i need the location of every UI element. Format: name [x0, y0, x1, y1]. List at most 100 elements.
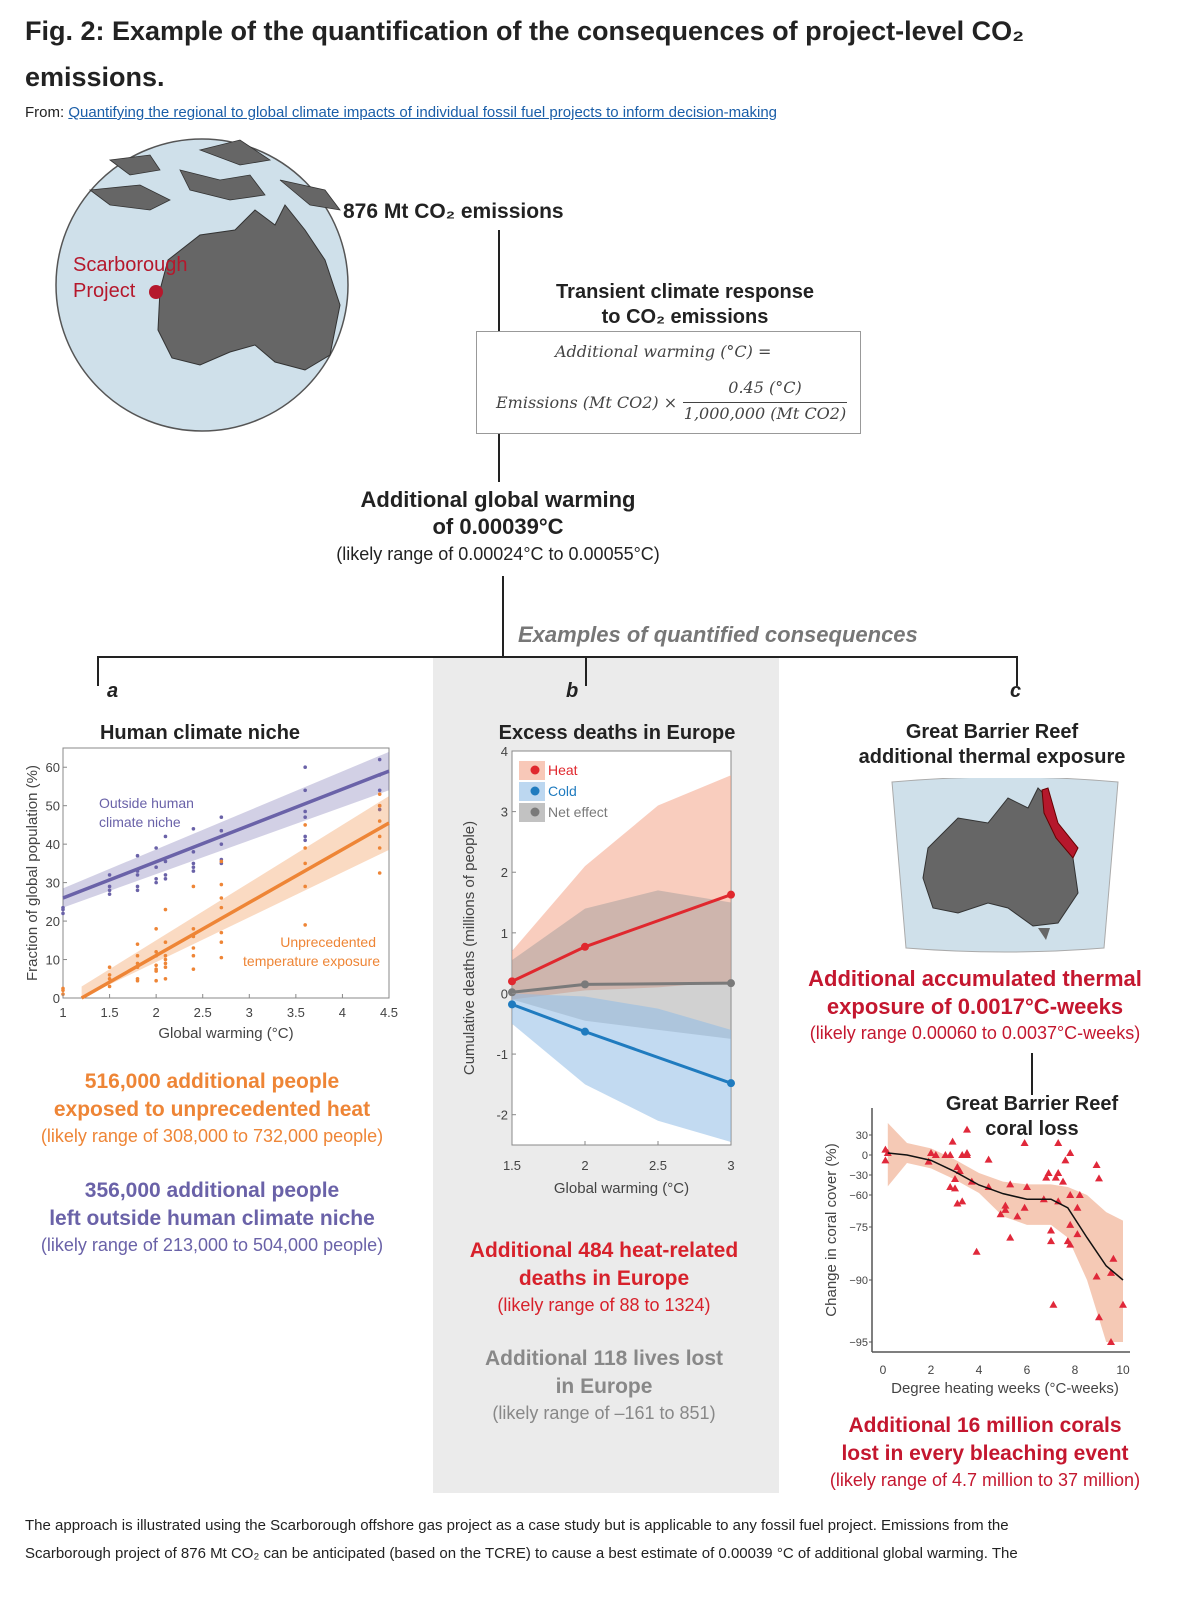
data-point: [219, 955, 224, 960]
data-point: [219, 842, 224, 846]
series-label-outside-niche: climate niche: [99, 814, 181, 830]
y-tick-label: 20: [46, 914, 60, 929]
data-point: [1073, 1230, 1082, 1238]
y-axis-label: Fraction of global population (%): [24, 765, 41, 981]
series-label-outside-niche: Outside human: [99, 795, 194, 811]
result-line: 356,000 additional people: [84, 1179, 340, 1202]
panel-c-label: c: [1010, 680, 1022, 702]
data-point: [951, 1184, 959, 1192]
data-point: [377, 807, 382, 812]
data-point: [191, 884, 196, 889]
tasmania-land: [1038, 928, 1050, 940]
data-point: [377, 773, 382, 777]
result-range: (likely range of 308,000 to 732,000 peop…: [40, 1126, 384, 1146]
data-point: [972, 1247, 981, 1255]
fit-line: [80, 821, 390, 1000]
data-point: [1107, 1268, 1115, 1276]
panel-c-title-line: Great Barrier Reef: [905, 721, 1079, 743]
globe-map: [55, 138, 349, 432]
data-point: [1095, 1313, 1103, 1321]
connector: [502, 576, 504, 657]
data-point: [219, 857, 224, 862]
y-tick-label: 40: [46, 837, 60, 852]
data-point: [303, 765, 307, 770]
branch-line: [97, 656, 1018, 658]
data-point: [1006, 1233, 1015, 1241]
x-tick-label: 2: [153, 1005, 160, 1020]
coral-title-line: coral loss: [985, 1118, 1079, 1140]
fit-line: [887, 1152, 1124, 1281]
data-point: [1023, 1183, 1031, 1190]
data-point: [219, 861, 224, 866]
x-tick-label: 0: [880, 1363, 887, 1377]
data-point: [154, 880, 158, 885]
y-tick-label: 30: [856, 1130, 868, 1142]
data-point: [163, 961, 168, 966]
data-point: [61, 907, 65, 912]
data-point: [135, 942, 140, 946]
data-point: [219, 905, 224, 910]
panel-b-result-2: Additional 118 lives lost in Europe (lik…: [485, 1345, 723, 1425]
data-point: [107, 976, 112, 981]
data-point: [1059, 1177, 1067, 1185]
data-point: [107, 965, 112, 970]
data-point: [135, 976, 140, 981]
formula-lhs: Additional warming (°C) =: [555, 342, 772, 361]
x-axis-label: Degree heating weeks (°C-weeks): [891, 1380, 1119, 1397]
data-point: [191, 850, 196, 854]
result-line: lost in every bleaching event: [841, 1442, 1129, 1465]
data-point: [135, 961, 140, 966]
data-point: [953, 1163, 962, 1170]
result-line: in Europe: [555, 1375, 653, 1398]
data-point: [1066, 1149, 1075, 1156]
confidence-band: [81, 796, 389, 998]
y-tick-label: 30: [46, 876, 60, 891]
source-article-link[interactable]: Quantifying the regional to global clima…: [68, 104, 778, 121]
data-point: [303, 923, 307, 927]
data-point: [191, 926, 196, 931]
data-point: [154, 846, 158, 850]
data-point: [135, 853, 140, 858]
tcr-title-line: to CO₂ emissions: [601, 306, 769, 328]
figure-caption: The approach is illustrated using the Sc…: [25, 1512, 1185, 1568]
data-point: [946, 1183, 955, 1190]
data-point: [377, 846, 382, 850]
data-point: [107, 973, 112, 977]
examples-title: Examples of quantified consequences: [518, 622, 918, 647]
data-point: [1073, 1203, 1082, 1211]
data-point: [1092, 1272, 1101, 1280]
data-point: [163, 957, 168, 962]
data-point: [1049, 1300, 1058, 1308]
result-range: (likely range 0.00060 to 0.0037°C-weeks): [809, 1023, 1141, 1043]
data-point: [1066, 1220, 1075, 1228]
data-point: [1063, 1237, 1072, 1245]
data-point: [163, 876, 168, 881]
data-point: [154, 876, 158, 881]
data-point: [154, 967, 158, 971]
data-point: [303, 838, 307, 843]
panel-b-label: b: [566, 680, 579, 702]
data-point: [61, 992, 65, 996]
result-line: Additional 118 lives lost: [484, 1347, 724, 1370]
australia-land: [157, 204, 341, 371]
data-point: [955, 1167, 964, 1174]
data-point: [953, 1199, 962, 1207]
result-range: (likely range of 4.7 million to 37 milli…: [829, 1470, 1141, 1490]
panel-c-result-2: Additional 16 million corals lost in eve…: [830, 1412, 1140, 1492]
data-point: [881, 1145, 890, 1153]
coral-title-line: Great Barrier Reef: [945, 1093, 1119, 1115]
data-point: [303, 846, 307, 850]
data-point: [958, 1151, 967, 1158]
y-tick-label: 0: [53, 991, 60, 1006]
x-tick-label: 4.5: [380, 1005, 398, 1020]
x-tick-label: 2: [928, 1363, 935, 1377]
x-tick-label: 3: [246, 1005, 253, 1020]
data-point: [303, 884, 307, 889]
data-point: [1119, 1300, 1127, 1308]
result-line: deaths in Europe: [518, 1267, 690, 1290]
formula-denominator: 1,000,000 (Mt CO2): [683, 404, 847, 423]
data-point: [303, 815, 307, 820]
data-point: [996, 1210, 1005, 1218]
panel-a-title: Human climate niche: [99, 722, 301, 744]
data-point: [377, 834, 382, 839]
